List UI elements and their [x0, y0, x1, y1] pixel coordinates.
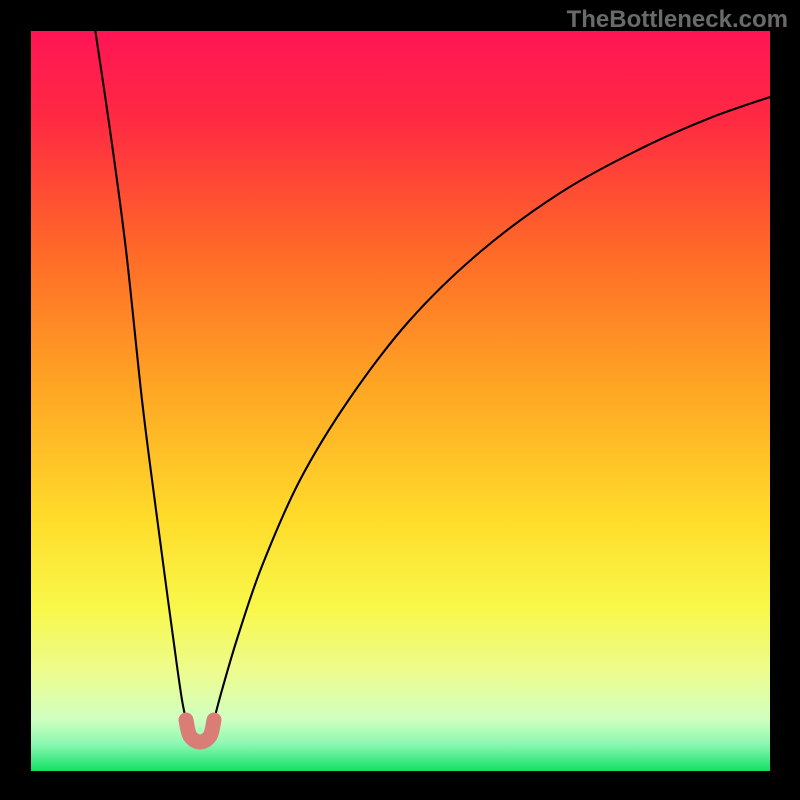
bottleneck-chart — [0, 0, 800, 800]
chart-canvas: TheBottleneck.com — [0, 0, 800, 800]
